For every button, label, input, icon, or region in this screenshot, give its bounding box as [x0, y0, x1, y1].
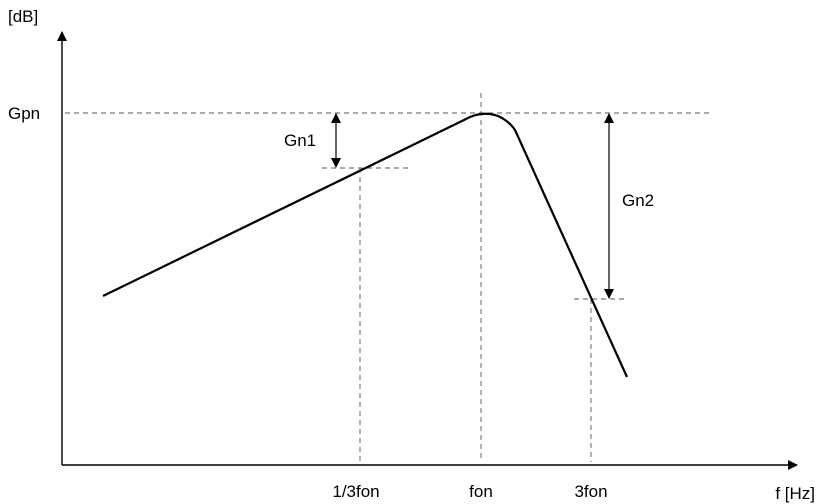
triple-freq-label: 3fon: [574, 482, 607, 501]
x-axis-unit-label: f [Hz]: [775, 484, 815, 503]
gn1-label: Gn1: [284, 131, 316, 150]
y-axis-unit-label: [dB]: [8, 7, 38, 26]
gn2-label: Gn2: [622, 191, 654, 210]
third-freq-label: 1/3fon: [332, 482, 379, 501]
peak-freq-label: fon: [469, 482, 493, 501]
response-curve: [102, 112, 629, 378]
peak-level-label: Gpn: [8, 104, 40, 123]
